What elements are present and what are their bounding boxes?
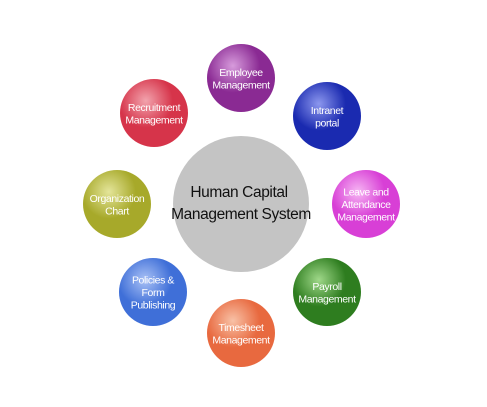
node-label-policies-and-form-publishing: Policies & Form Publishing xyxy=(131,275,176,312)
node-label-payroll-management: Payroll Management xyxy=(298,281,356,306)
node-label-leave-and-attendance-management: Leave and Attendance Management xyxy=(337,187,395,224)
node-label-line: Leave and xyxy=(343,187,389,199)
node-label-line: Intranet xyxy=(311,105,344,117)
node-label-line: Organization xyxy=(90,193,145,205)
node-circle-organization-chart xyxy=(83,170,151,238)
node-label-line: Timesheet xyxy=(218,322,264,334)
node-organization-chart: Organization Chart xyxy=(83,170,151,238)
node-label-timesheet-management: Timesheet Management xyxy=(212,322,270,347)
node-label-line: Attendance xyxy=(341,199,391,211)
node-label-line: Employee xyxy=(219,67,263,79)
node-label-line: Payroll xyxy=(312,281,341,293)
node-label-line: Publishing xyxy=(131,300,176,312)
node-recruitment-management: Recruitment Management xyxy=(120,79,188,147)
node-label-line: Recruitment xyxy=(128,102,181,114)
node-label-line: Chart xyxy=(105,205,129,217)
node-label-line: Management xyxy=(212,79,270,91)
node-circle-leave-and-attendance-management xyxy=(332,170,400,238)
node-label-line: Management xyxy=(212,334,270,346)
center-circle xyxy=(173,136,309,272)
center-node: Human Capital Management System xyxy=(171,136,311,272)
node-employee-management: Employee Management xyxy=(207,44,275,112)
node-label-employee-management: Employee Management xyxy=(212,67,270,92)
node-label-line: portal xyxy=(315,117,339,129)
node-circle-recruitment-management xyxy=(120,79,188,147)
node-payroll-management: Payroll Management xyxy=(293,258,361,326)
center-label: Human Capital Management System xyxy=(171,184,311,223)
node-label-line: Policies & xyxy=(132,275,174,287)
center-label-line-2: Management System xyxy=(171,206,311,223)
node-label-line: Management xyxy=(125,114,183,126)
node-timesheet-management: Timesheet Management xyxy=(207,299,275,367)
node-intranet-portal: Intranet portal xyxy=(293,82,361,150)
node-circle-employee-management xyxy=(207,44,275,112)
node-label-line: Management xyxy=(298,293,356,305)
node-circle-timesheet-management xyxy=(207,299,275,367)
node-label-intranet-portal: Intranet portal xyxy=(311,105,344,130)
node-label-recruitment-management: Recruitment Management xyxy=(125,102,183,127)
node-circle-payroll-management xyxy=(293,258,361,326)
node-circle-intranet-portal xyxy=(293,82,361,150)
node-circle-policies-and-form-publishing xyxy=(119,258,187,326)
node-label-line: Form xyxy=(142,287,166,299)
center-label-line-1: Human Capital xyxy=(190,184,287,201)
node-label-organization-chart: Organization Chart xyxy=(90,193,145,218)
node-label-line: Management xyxy=(337,212,395,224)
node-policies-and-form-publishing: Policies & Form Publishing xyxy=(119,258,187,326)
node-leave-and-attendance-management: Leave and Attendance Management xyxy=(332,170,400,238)
